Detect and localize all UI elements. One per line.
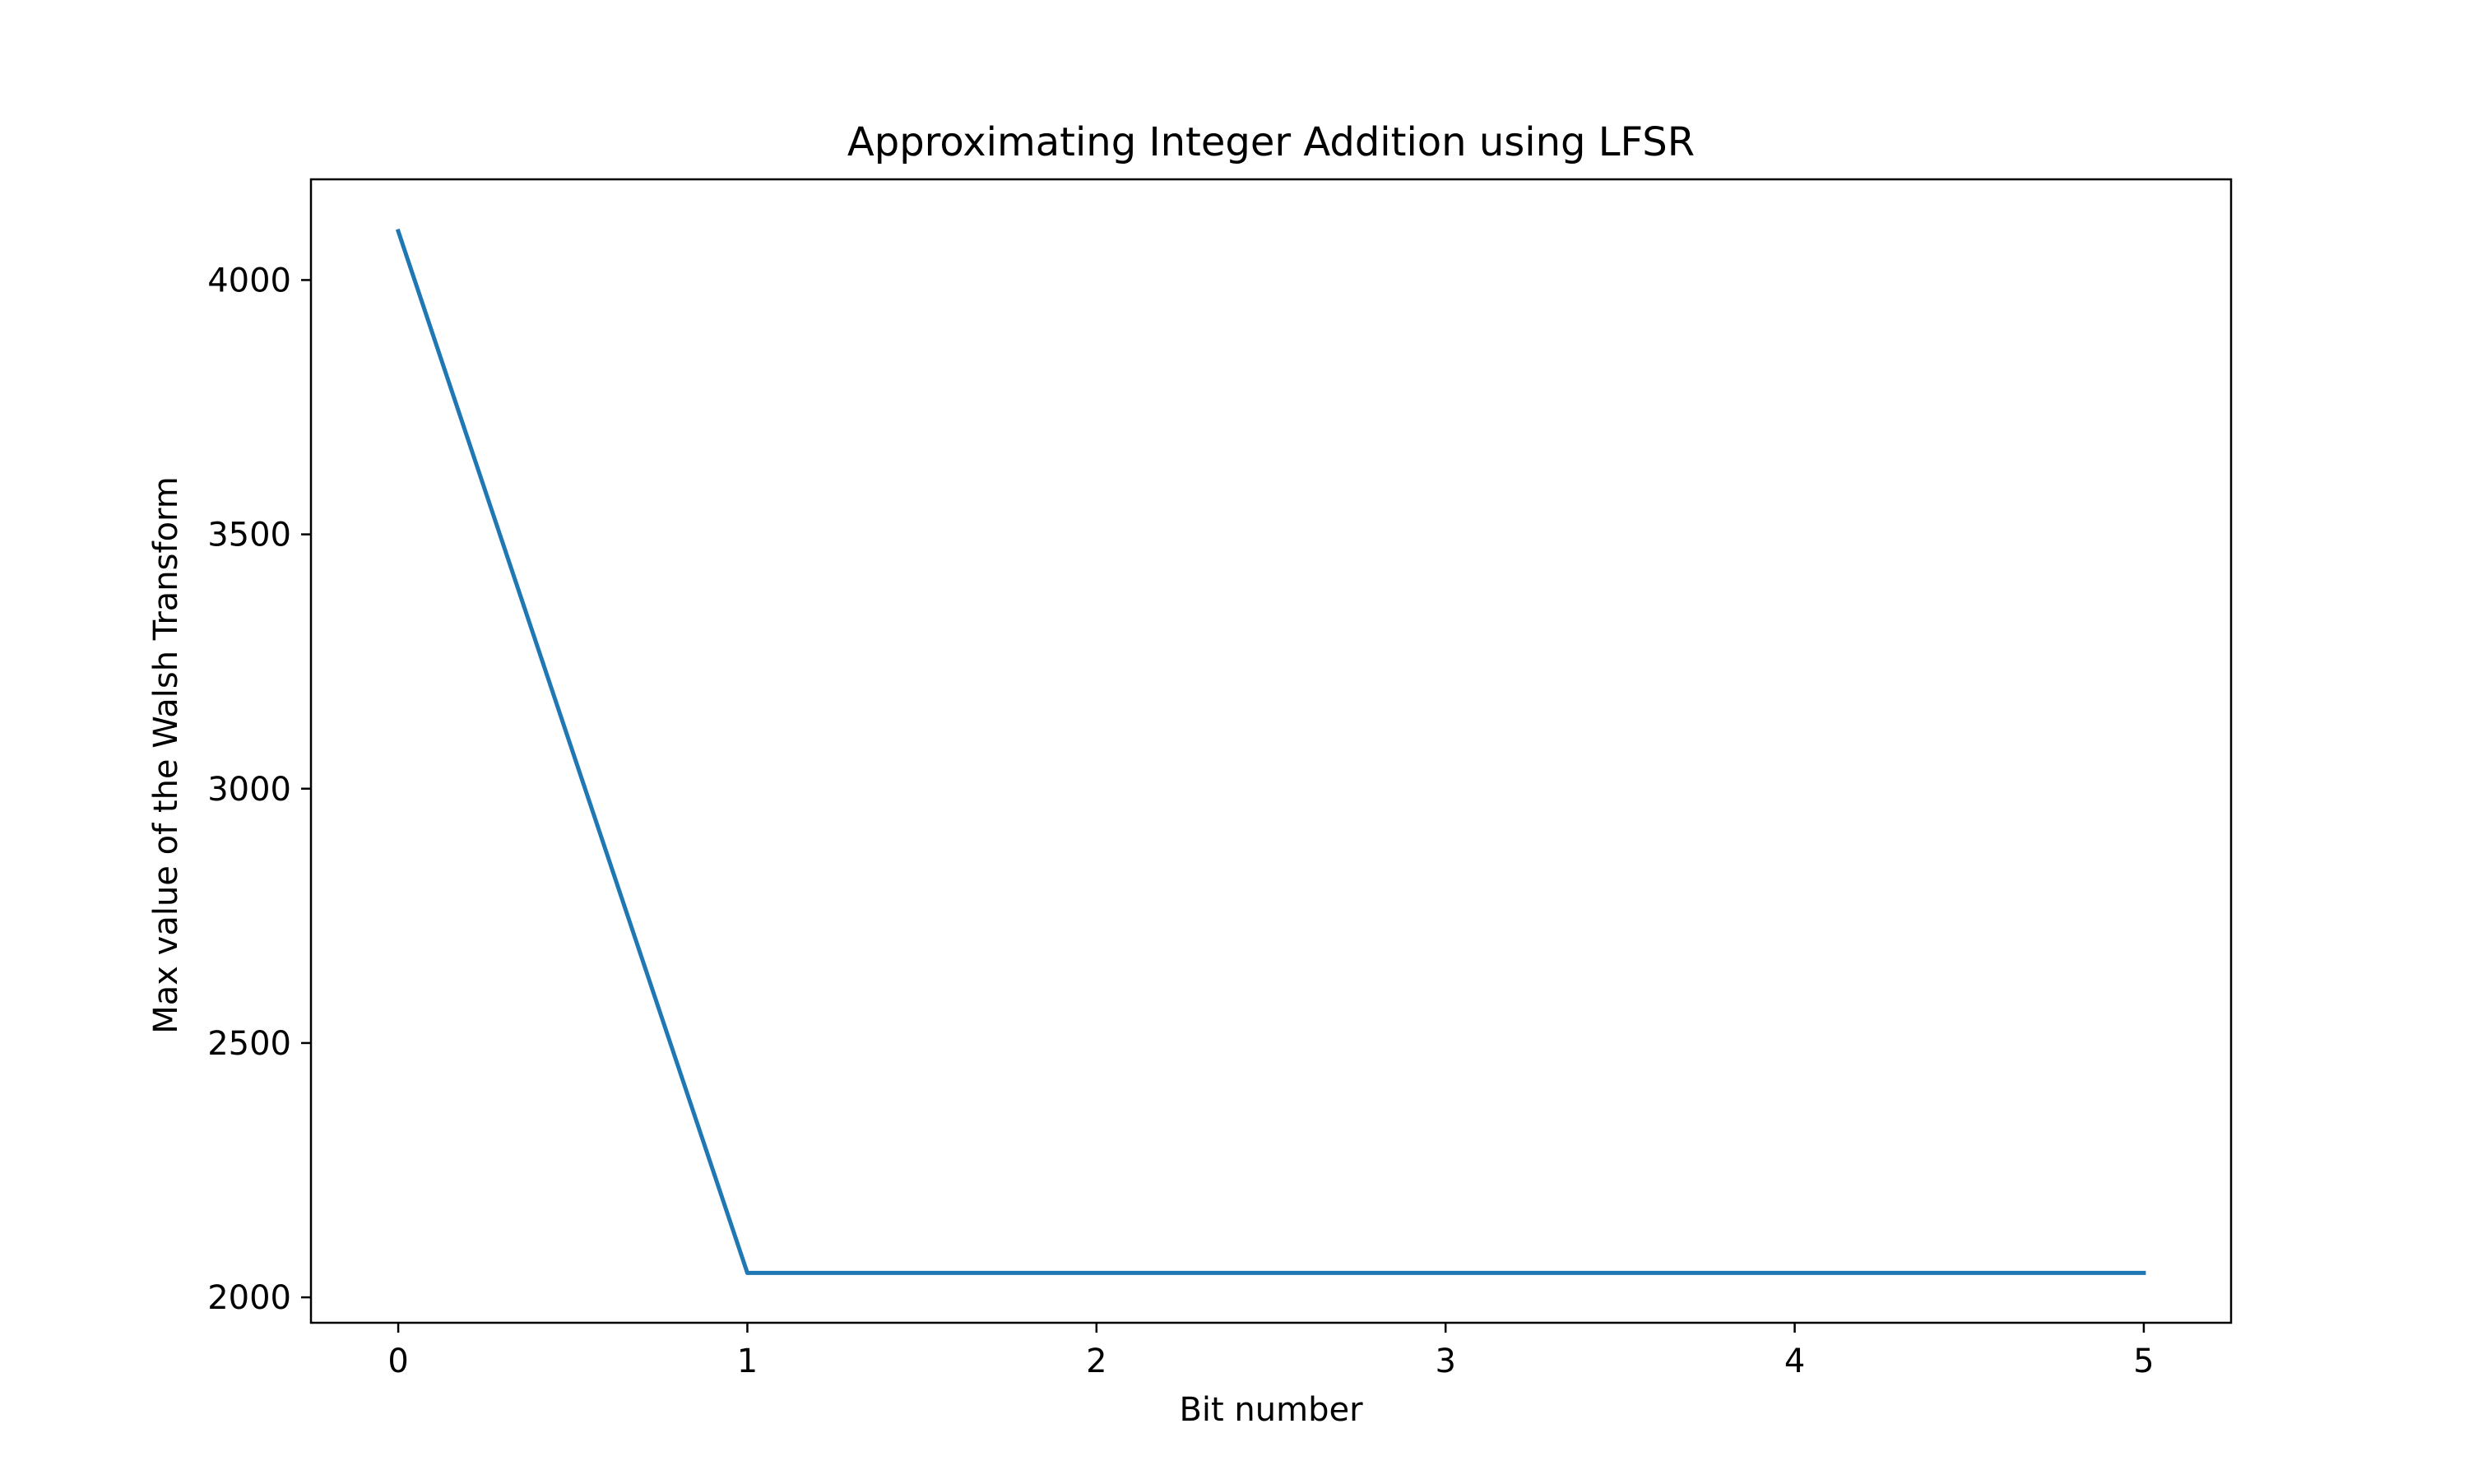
- x-tick-label-3: 3: [1435, 1343, 1455, 1380]
- y-tick-label-1: 2500: [207, 1025, 291, 1063]
- y-axis-label: Max value of the Walsh Transform: [147, 476, 185, 1034]
- y-tick-label-3: 3500: [207, 517, 291, 554]
- plot-frame: [309, 178, 2233, 1324]
- series-line-0: [395, 228, 2146, 1275]
- y-tick-label-4: 4000: [207, 262, 291, 299]
- x-tick-label-2: 2: [1086, 1343, 1106, 1380]
- chart-title: Approximating Integer Addition using LFS…: [847, 119, 1695, 165]
- x-tick-label-4: 4: [1784, 1343, 1805, 1380]
- y-tick-label-0: 2000: [207, 1279, 291, 1317]
- plot-area: 0 1 2 3 4 5 2000 2500 3000 3500 4000: [207, 178, 2233, 1380]
- x-tick-label-1: 1: [737, 1343, 758, 1380]
- x-tick-label-5: 5: [2133, 1343, 2154, 1380]
- x-tick-label-0: 0: [387, 1343, 408, 1380]
- y-tick-label-2: 3000: [207, 771, 291, 809]
- x-axis-label: Bit number: [1179, 1391, 1363, 1429]
